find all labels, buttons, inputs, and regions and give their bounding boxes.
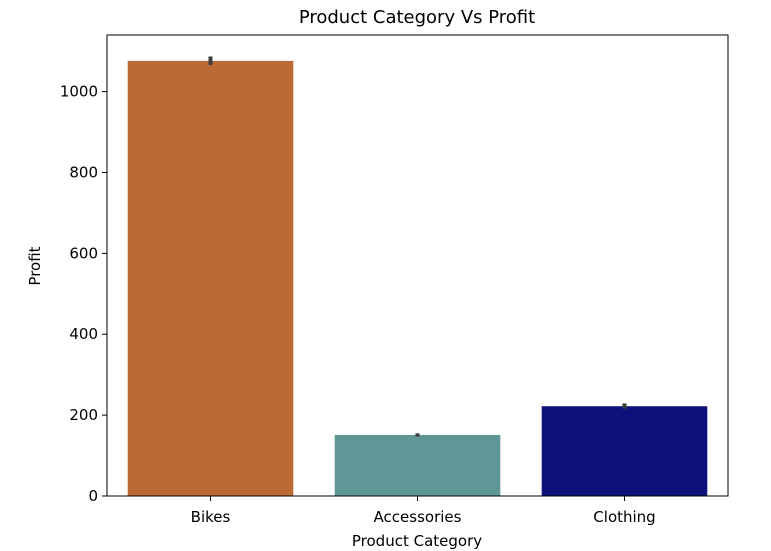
bars-group xyxy=(127,60,708,496)
chart-title: Product Category Vs Profit xyxy=(299,7,535,28)
y-tick-label: 1000 xyxy=(60,83,98,101)
y-tick-label: 0 xyxy=(88,487,98,505)
y-tick-label: 600 xyxy=(69,244,98,262)
y-tick-label: 800 xyxy=(69,163,98,181)
y-tick-label: 400 xyxy=(69,325,98,343)
y-axis-label: Profit xyxy=(26,246,44,285)
x-tick-label: Accessories xyxy=(374,508,462,526)
x-axis-label: Product Category xyxy=(352,532,482,550)
plot-frame xyxy=(106,34,729,497)
bar-bikes xyxy=(127,60,294,496)
error-bars-group xyxy=(208,56,627,437)
x-tick-label: Clothing xyxy=(593,508,655,526)
x-axis: Bikes Accessories Clothing xyxy=(191,496,656,526)
bar-accessories xyxy=(334,434,501,496)
y-tick-label: 200 xyxy=(69,406,98,424)
y-axis: 0 200 400 600 800 1000 xyxy=(60,83,107,505)
bar-clothing xyxy=(541,406,708,496)
x-tick-label: Bikes xyxy=(191,508,231,526)
